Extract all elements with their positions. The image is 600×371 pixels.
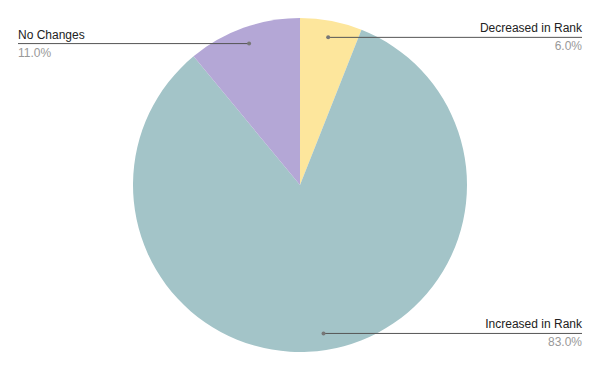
- svg-text:83.0%: 83.0%: [548, 335, 582, 349]
- svg-text:6.0%: 6.0%: [555, 39, 583, 53]
- svg-text:No Changes: No Changes: [18, 28, 85, 42]
- svg-text:Decreased in Rank: Decreased in Rank: [480, 21, 583, 35]
- svg-text:Increased in Rank: Increased in Rank: [485, 317, 583, 331]
- svg-text:11.0%: 11.0%: [18, 46, 51, 60]
